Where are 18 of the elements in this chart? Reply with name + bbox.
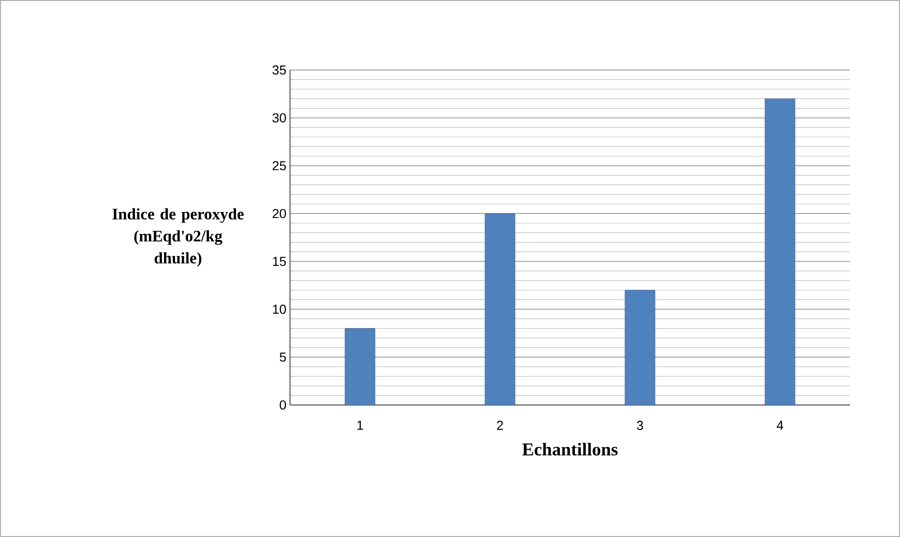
y-tick-label: 25 xyxy=(272,161,286,170)
y-tick-label: 30 xyxy=(272,113,286,122)
bar xyxy=(764,98,796,405)
y-tick-label: 15 xyxy=(273,256,286,266)
x-tick-label: 1 xyxy=(357,420,363,430)
bar xyxy=(344,328,376,405)
y-tick-label: 0 xyxy=(280,400,286,410)
y-axis-title: Indice de peroxyde (mEqd'o2/kg dhuile) xyxy=(112,208,244,267)
x-tick-label: 2 xyxy=(497,420,503,430)
bar xyxy=(624,290,656,405)
y-tick-label: 10 xyxy=(273,304,286,314)
x-tick-label: 3 xyxy=(636,420,644,430)
bar xyxy=(484,213,516,405)
y-tick-label: 35 xyxy=(272,65,286,75)
x-tick-label: 4 xyxy=(776,420,784,430)
y-tick-label: 20 xyxy=(272,208,286,218)
x-axis-title: Echantillons xyxy=(522,442,618,456)
y-tick-label: 5 xyxy=(280,352,286,362)
